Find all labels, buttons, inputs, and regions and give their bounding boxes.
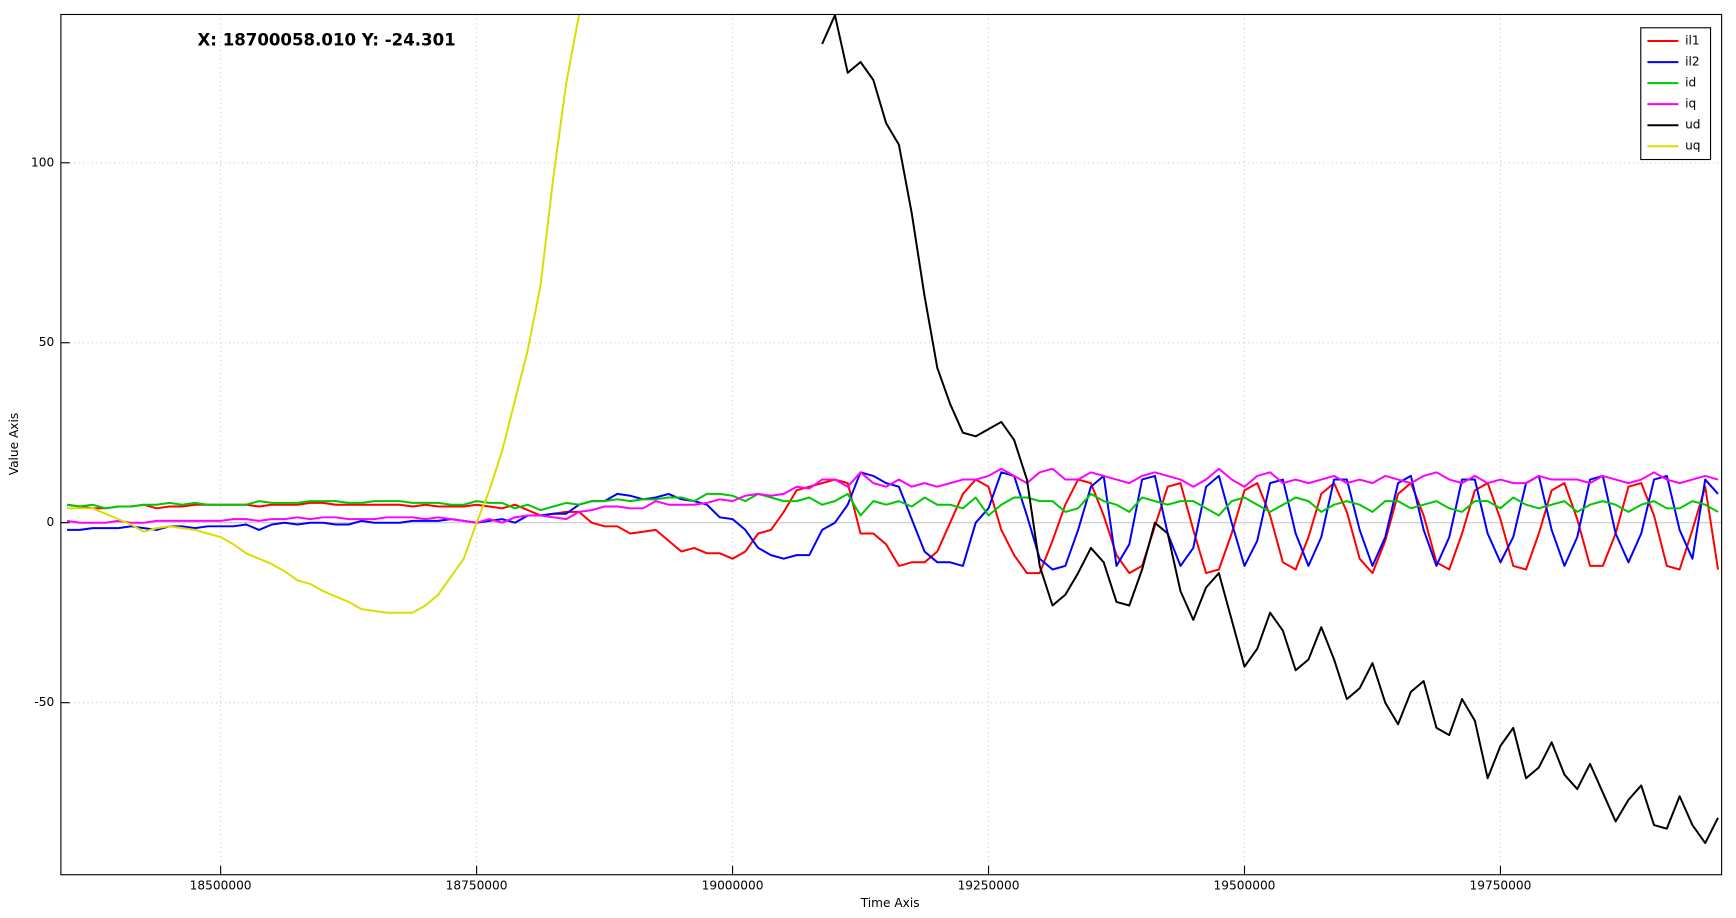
series-line <box>67 15 580 614</box>
y-tick-label: 0 <box>47 515 55 529</box>
legend-label: il1 <box>1685 34 1700 48</box>
legend-box <box>1640 27 1712 161</box>
y-tick-label: 50 <box>39 335 54 349</box>
y-tick-label: 100 <box>31 155 54 169</box>
x-tick-label: 19000000 <box>702 878 764 892</box>
plot-area <box>66 14 1720 845</box>
grid <box>60 14 1722 875</box>
series-line <box>66 492 1719 517</box>
x-tick-label: 18750000 <box>446 878 508 892</box>
x-axis-label: Time Axis <box>860 896 920 910</box>
x-tick-label: 18500000 <box>190 878 252 892</box>
series-line <box>821 14 1719 845</box>
series-line <box>66 467 1719 524</box>
x-tick-label: 19500000 <box>1214 878 1276 892</box>
legend-label: id <box>1685 76 1696 90</box>
legend: il1 il2 id iq ud uq <box>1640 27 1712 161</box>
legend-label: il2 <box>1685 55 1700 69</box>
y-axis-label: Value Axis <box>7 413 21 475</box>
series-line <box>67 471 1719 571</box>
x-tick-label: 19750000 <box>1470 878 1532 892</box>
legend-label: ud <box>1685 118 1700 132</box>
y-tick-label: -50 <box>34 695 54 709</box>
series-line <box>66 478 1720 575</box>
cursor-annotation: X: 18700058.010 Y: -24.301 <box>198 31 456 50</box>
plot-frame <box>60 13 1723 876</box>
legend-label: uq <box>1685 139 1700 153</box>
x-tick-label: 19250000 <box>958 878 1020 892</box>
legend-label: iq <box>1685 97 1696 111</box>
